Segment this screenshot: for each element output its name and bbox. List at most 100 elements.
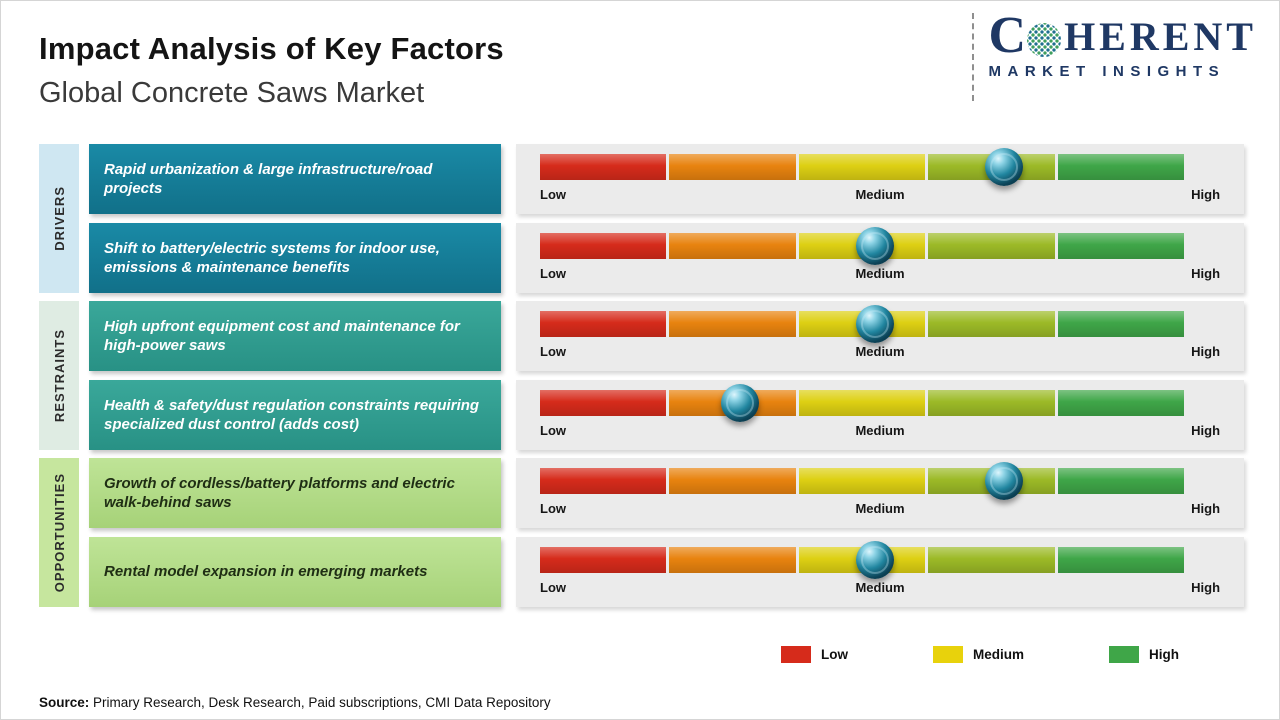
factor-card: Rapid urbanization & large infrastructur…: [89, 144, 501, 214]
group-rail-opportunities: OPPORTUNITIES: [39, 458, 79, 607]
impact-matrix: DRIVERS Rapid urbanization & large infra…: [39, 144, 1244, 607]
source-line: Source: Primary Research, Desk Research,…: [39, 695, 551, 710]
gauge-segment-medium-high: [928, 311, 1056, 337]
scale-label-high: High: [1191, 423, 1221, 438]
group-label: DRIVERS: [51, 186, 67, 251]
gauge-segment-low: [540, 547, 667, 573]
scale-label-medium: Medium: [855, 580, 905, 595]
impact-gauge: Low Medium High: [516, 223, 1244, 293]
page-title: Impact Analysis of Key Factors: [39, 31, 504, 66]
header: Impact Analysis of Key Factors Global Co…: [39, 31, 504, 110]
gauge-segment-high: [1057, 233, 1185, 259]
impact-gauge: Low Medium High: [516, 380, 1244, 450]
coherent-logo: C HERENT MARKET INSIGHTS: [971, 7, 1258, 101]
logo-tagline: MARKET INSIGHTS: [988, 63, 1226, 80]
legend-swatch-medium: [932, 646, 963, 663]
brand-wordmark: C HERENT: [988, 7, 1258, 65]
legend-item-high: High: [1109, 646, 1179, 663]
impact-marker: [984, 148, 1023, 186]
gauge-bar: [540, 154, 1185, 180]
group-drivers: DRIVERS Rapid urbanization & large infra…: [39, 144, 1244, 293]
scale-label-high: High: [1191, 187, 1221, 202]
gauge-segment-low: [540, 390, 667, 416]
gauge-segment-medium: [798, 468, 926, 494]
brand-letter-c: C: [988, 7, 1027, 65]
logo-text: C HERENT MARKET INSIGHTS: [988, 7, 1258, 80]
impact-marker: [855, 541, 894, 579]
scale-label-high: High: [1191, 344, 1221, 359]
group-restraints: RESTRAINTS High upfront equipment cost a…: [39, 301, 1244, 450]
legend-label-low: Low: [820, 647, 848, 662]
factor-row: Rental model expansion in emerging marke…: [89, 537, 1244, 607]
factor-card: Growth of cordless/battery platforms and…: [89, 458, 501, 528]
factor-row: Health & safety/dust regulation constrai…: [89, 380, 1244, 450]
gauge-segment-medium-high: [928, 390, 1056, 416]
impact-gauge: Low Medium High: [516, 537, 1244, 607]
scale-label-low: Low: [540, 580, 566, 595]
factor-text: Rapid urbanization & large infrastructur…: [104, 160, 433, 198]
factor-row: Shift to battery/electric systems for in…: [89, 223, 1244, 293]
factor-row: Growth of cordless/battery platforms and…: [89, 458, 1244, 528]
scale-label-high: High: [1191, 501, 1221, 516]
gauge-segment-low-medium: [669, 233, 797, 259]
gauge-segment-high: [1057, 547, 1185, 573]
impact-marker: [984, 462, 1023, 500]
factor-text: Shift to battery/electric systems for in…: [104, 239, 440, 277]
gauge-bar: [540, 390, 1185, 416]
gauge-segment-low-medium: [669, 547, 797, 573]
gauge-segment-low: [540, 311, 667, 337]
factor-text: Rental model expansion in emerging marke…: [104, 563, 428, 581]
page-subtitle: Global Concrete Saws Market: [39, 77, 425, 109]
scale-label-low: Low: [540, 266, 566, 281]
group-rail-drivers: DRIVERS: [39, 144, 79, 293]
factor-text: Growth of cordless/battery platforms and…: [104, 474, 455, 512]
factor-card: Rental model expansion in emerging marke…: [89, 537, 501, 607]
gauge-segment-low-medium: [669, 468, 797, 494]
impact-marker: [855, 227, 894, 265]
gauge-segment-medium-high: [928, 547, 1056, 573]
scale-label-low: Low: [540, 501, 566, 516]
legend-label-medium: Medium: [972, 647, 1024, 662]
factor-text: High upfront equipment cost and maintena…: [104, 317, 460, 355]
gauge-segment-high: [1057, 311, 1185, 337]
group-opportunities: OPPORTUNITIES Growth of cordless/battery…: [39, 458, 1244, 607]
factor-card: Health & safety/dust regulation constrai…: [89, 380, 501, 450]
scale-label-medium: Medium: [855, 344, 905, 359]
impact-marker: [855, 305, 894, 343]
factor-card: High upfront equipment cost and maintena…: [89, 301, 501, 371]
gauge-segment-low: [540, 233, 667, 259]
gauge-segment-low: [540, 154, 667, 180]
logo-divider: [971, 13, 974, 101]
gauge-segment-medium: [798, 154, 926, 180]
gauge-segment-medium-high: [928, 233, 1056, 259]
brand-letters-rest: HERENT: [1064, 14, 1257, 59]
source-label: Source:: [39, 695, 90, 710]
scale-label-medium: Medium: [855, 423, 905, 438]
factor-row: High upfront equipment cost and maintena…: [89, 301, 1244, 371]
gauge-bar: [540, 468, 1185, 494]
scale-label-low: Low: [540, 423, 566, 438]
scale-label-medium: Medium: [855, 501, 905, 516]
legend-swatch-high: [1109, 646, 1139, 663]
impact-marker: [720, 384, 759, 422]
scale-label-low: Low: [540, 187, 566, 202]
scale-label-high: High: [1191, 266, 1221, 281]
source-text: Primary Research, Desk Research, Paid su…: [89, 695, 551, 710]
legend-item-low: Low: [780, 646, 848, 663]
impact-gauge: Low Medium High: [516, 458, 1244, 528]
scale-label-low: Low: [540, 344, 566, 359]
gauge-segment-high: [1057, 154, 1185, 180]
gauge-segment-medium: [798, 390, 926, 416]
gauge-segment-high: [1057, 390, 1185, 416]
gauge-segment-low-medium: [669, 311, 797, 337]
factor-text: Health & safety/dust regulation constrai…: [104, 396, 480, 434]
factor-row: Rapid urbanization & large infrastructur…: [89, 144, 1244, 214]
group-label: RESTRAINTS: [51, 328, 67, 423]
group-rail-restraints: RESTRAINTS: [39, 301, 79, 450]
legend-item-medium: Medium: [932, 646, 1024, 663]
legend: Low Medium High: [780, 646, 1179, 663]
dotted-globe-icon: [1027, 22, 1062, 57]
gauge-segment-low-medium: [669, 154, 797, 180]
scale-label-medium: Medium: [855, 187, 905, 202]
legend-label-high: High: [1149, 647, 1179, 662]
